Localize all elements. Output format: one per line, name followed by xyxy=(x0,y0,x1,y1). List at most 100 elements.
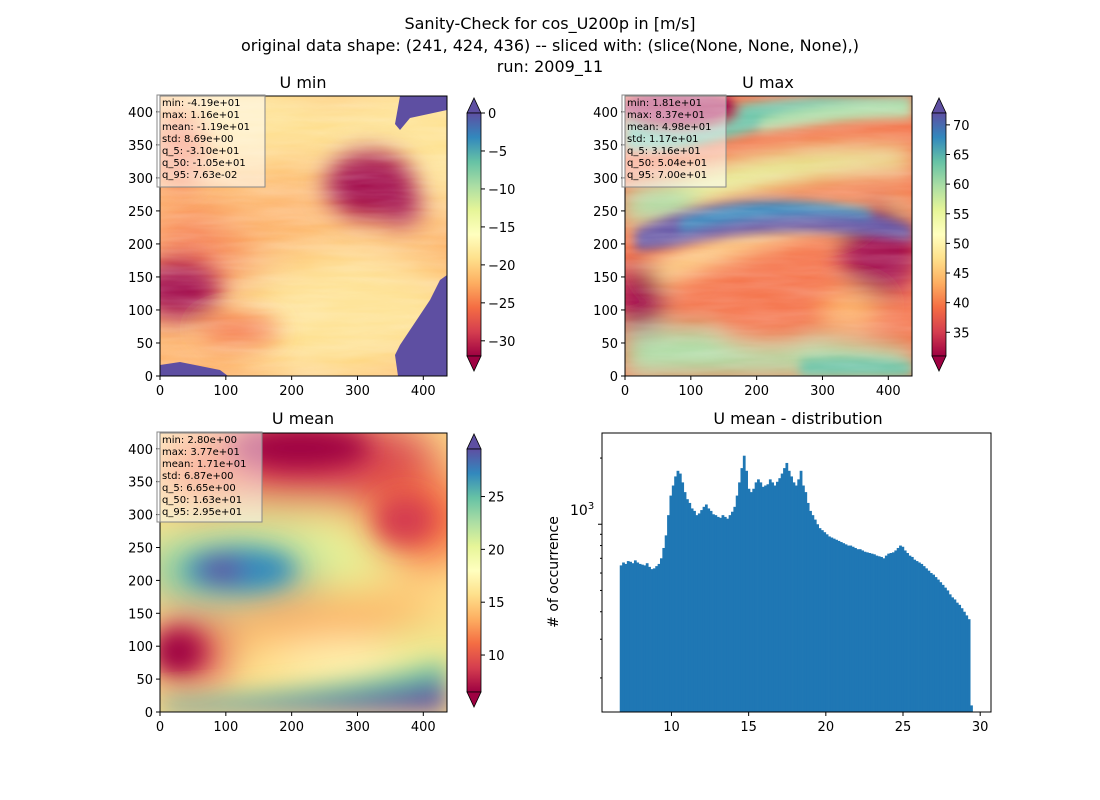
x-tick-label: 25 xyxy=(895,720,912,735)
histogram-bar xyxy=(880,556,883,712)
histogram-bar xyxy=(657,563,661,712)
histogram-bar xyxy=(830,537,834,712)
histogram-bar xyxy=(766,484,770,712)
histogram-bar xyxy=(662,547,666,712)
histogram-bar xyxy=(908,555,912,712)
histogram-bar xyxy=(752,488,756,712)
figure-title-line-1: Sanity-Check for cos_U200p in [m/s] xyxy=(404,14,695,34)
colorbar-tick-label: 60 xyxy=(953,178,970,193)
histogram-bar xyxy=(707,508,711,712)
histogram-bar xyxy=(773,485,777,712)
stat-line: q_5: -3.10e+01 xyxy=(162,146,239,157)
x-axis: 0 100 200 300 400 xyxy=(156,376,436,399)
histogram-bar xyxy=(809,510,812,712)
y-tick-label: 400 xyxy=(593,106,618,121)
histogram-bar xyxy=(633,560,637,712)
y-tick-label: 100 xyxy=(128,640,153,655)
figure-title-line-2: original data shape: (241, 424, 436) -- … xyxy=(241,36,859,55)
histogram-bar xyxy=(910,556,914,712)
histogram-bar xyxy=(624,563,628,712)
stat-line: max: 3.77e+01 xyxy=(162,447,240,458)
histogram-bar xyxy=(875,555,879,712)
histogram-bar xyxy=(792,482,796,712)
stat-line: std: 1.17e+01 xyxy=(627,134,699,145)
histogram-bar xyxy=(944,587,947,712)
y-tick-label: 200 xyxy=(593,238,618,253)
histogram-bar xyxy=(856,549,860,712)
stat-line: std: 8.69e+00 xyxy=(162,134,234,145)
histogram-bar xyxy=(709,510,713,712)
histogram-bar xyxy=(799,470,803,712)
histogram-bar xyxy=(873,554,876,712)
histogram-bar xyxy=(920,563,924,712)
stat-line: mean: -1.19e+01 xyxy=(162,122,250,133)
histogram-bar xyxy=(641,564,644,712)
histogram-bar xyxy=(697,513,701,712)
histogram-bar xyxy=(813,519,817,712)
histogram-bar xyxy=(842,543,846,712)
histogram-bar xyxy=(955,602,959,712)
colorbar-extend-max xyxy=(931,97,947,114)
y-tick-label: 103 xyxy=(570,501,594,519)
histogram-bar xyxy=(927,570,931,712)
stat-line: q_95: 7.00e+01 xyxy=(627,170,707,181)
histogram-bar xyxy=(865,552,869,712)
histogram-bar xyxy=(747,488,751,712)
histogram-bar xyxy=(858,549,862,712)
histogram-bar xyxy=(823,532,827,712)
histogram-bar xyxy=(636,562,640,712)
histogram-bar xyxy=(794,485,798,712)
histogram-bar xyxy=(835,539,838,712)
histogram-bar xyxy=(929,573,933,712)
y-tick-label: 50 xyxy=(136,673,153,688)
histogram-bar xyxy=(622,562,625,712)
histogram-bar xyxy=(877,556,881,712)
axes-frame xyxy=(159,432,448,713)
histogram-bar xyxy=(882,558,886,712)
colorbar-tick-label: 40 xyxy=(953,297,970,312)
histogram-bar xyxy=(854,547,857,712)
panel-u-max: U max 0 100 200 xyxy=(593,73,969,399)
x-axis: 10 15 20 25 30 xyxy=(663,712,988,735)
histogram-bar xyxy=(797,479,801,712)
colorbar-tick-label: −15 xyxy=(488,221,515,236)
histogram-bar xyxy=(951,597,954,712)
histogram-bar xyxy=(735,495,739,712)
histogram-bar xyxy=(967,619,971,712)
histogram-bar xyxy=(749,492,753,712)
stat-line: q_5: 6.65e+00 xyxy=(162,483,236,494)
x-axis: 0 100 200 300 400 xyxy=(156,712,436,735)
histogram-bar xyxy=(849,545,853,712)
axes-frame xyxy=(624,95,913,377)
y-tick-label: 350 xyxy=(128,476,153,491)
x-tick-label: 300 xyxy=(345,720,370,735)
histogram-bar xyxy=(816,524,820,712)
panel-title: U min xyxy=(280,73,327,92)
histogram-bar xyxy=(802,485,805,712)
histogram-bar xyxy=(650,569,654,712)
y-tick-label: 200 xyxy=(128,238,153,253)
x-tick-label: 0 xyxy=(621,384,629,399)
histogram-bar xyxy=(681,482,685,712)
colorbar-tick-label: 50 xyxy=(953,237,970,252)
histogram-bar xyxy=(738,482,741,712)
histogram-bar xyxy=(891,552,895,712)
histogram-bar xyxy=(629,561,632,712)
y-tick-label: 400 xyxy=(128,443,153,458)
stat-line: max: 1.16e+01 xyxy=(162,110,240,121)
histogram-bar xyxy=(716,516,720,712)
colorbar-extend-min xyxy=(931,355,947,372)
colorbar-tick-label: 20 xyxy=(488,543,505,558)
histogram-bar xyxy=(726,518,730,712)
stat-line: min: 2.80e+00 xyxy=(162,435,237,446)
histogram-bar xyxy=(638,563,642,712)
histogram-bar xyxy=(671,485,675,712)
histogram-bar xyxy=(664,535,668,712)
histogram-bar xyxy=(965,615,969,712)
y-axis: 0 50 100 150 200 250 300 350 400 xyxy=(128,106,160,385)
histogram-bar xyxy=(887,553,891,712)
histogram-bar xyxy=(733,506,737,712)
histogram-bar xyxy=(759,482,763,712)
histogram-bar xyxy=(811,515,815,712)
